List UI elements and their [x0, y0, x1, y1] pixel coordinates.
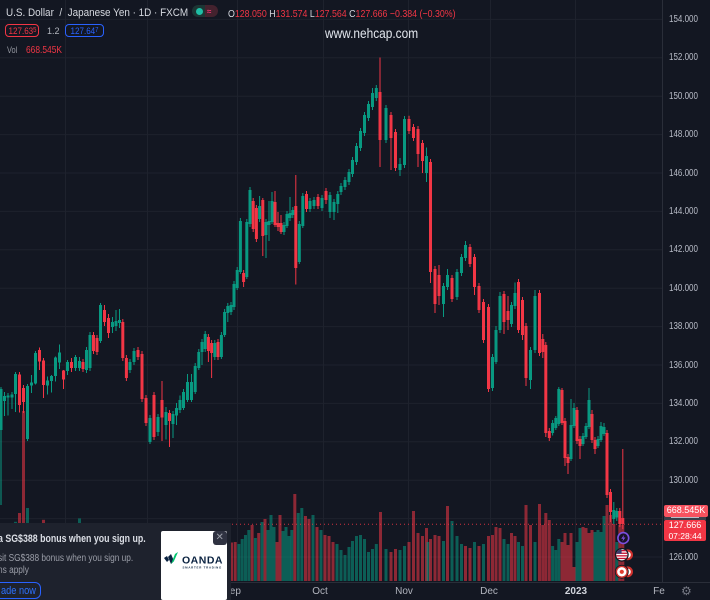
svg-text:OANDA: OANDA	[182, 555, 223, 567]
svg-text:SMARTER TRADING: SMARTER TRADING	[183, 566, 223, 570]
